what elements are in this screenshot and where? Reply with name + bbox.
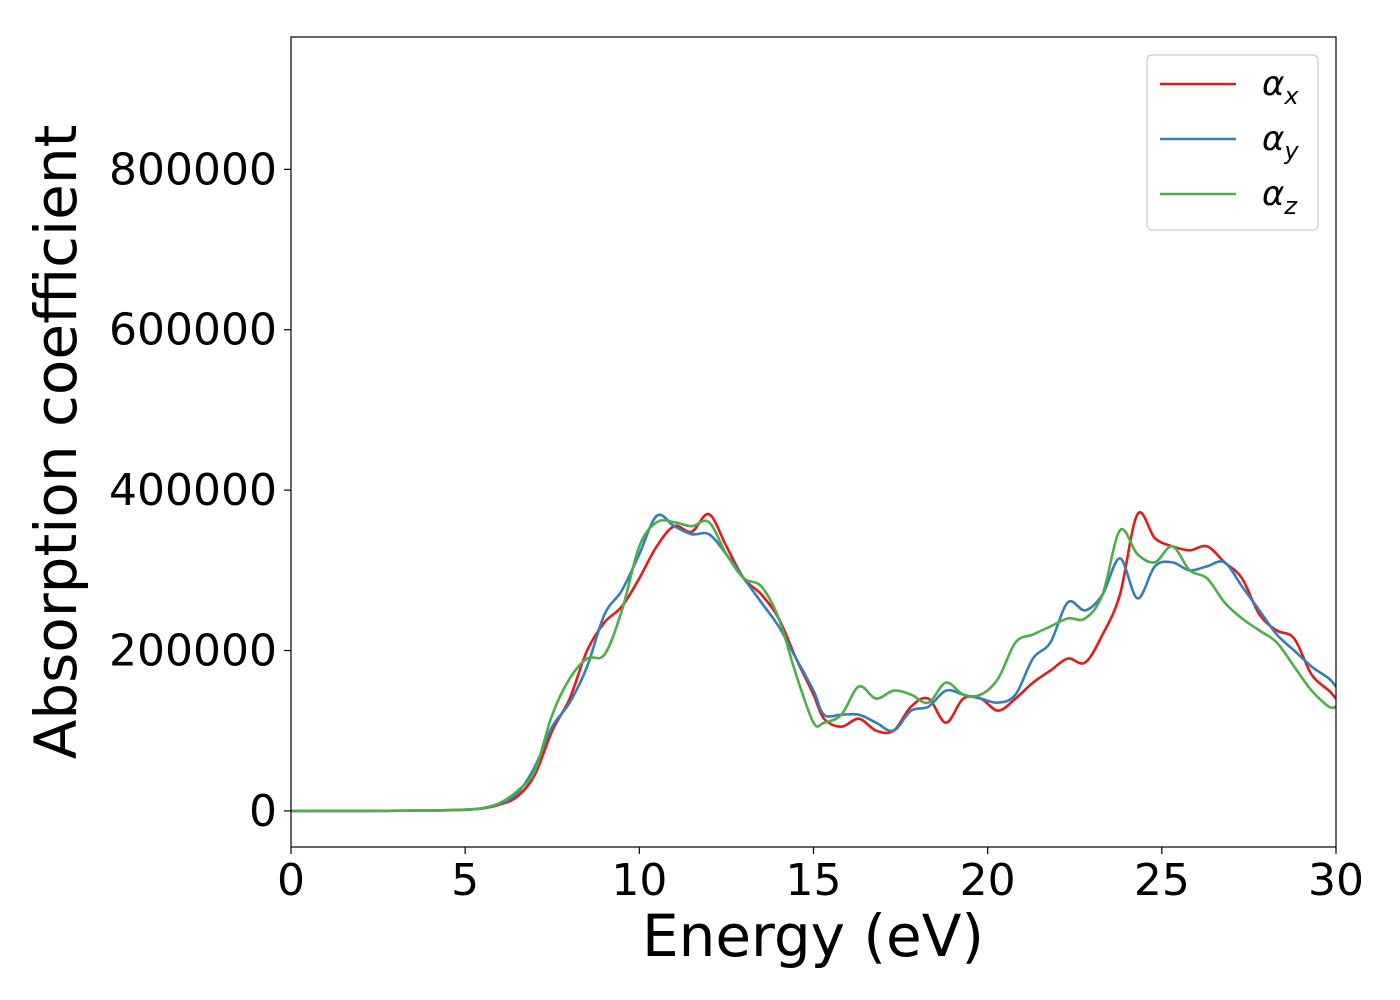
y-tick-label: 0 (249, 786, 277, 837)
legend-label-y: αy (1262, 119, 1299, 165)
y-tick-label: 600000 (109, 305, 277, 356)
series-line-x (291, 511, 1336, 813)
y-axis-ticks: 0 200000 400000 600000 800000 (109, 144, 291, 837)
legend-box (1146, 54, 1319, 231)
x-axis-label: Energy (eV) (642, 902, 984, 970)
plot-lines (291, 511, 1336, 813)
x-tick-label: 15 (786, 855, 842, 906)
legend: αx αy αz (1146, 54, 1319, 231)
x-tick-label: 5 (451, 855, 479, 906)
y-axis-label: Absorption coefficient (22, 125, 90, 760)
y-tick-label: 800000 (109, 144, 277, 195)
legend-label-x: αx (1262, 64, 1299, 110)
legend-label-z: αz (1262, 174, 1298, 220)
y-tick-label: 400000 (109, 465, 277, 516)
x-tick-label: 10 (611, 855, 667, 906)
x-axis-ticks: 0 5 10 15 20 25 30 (277, 847, 1364, 906)
series-line-y (291, 513, 1336, 813)
x-tick-label: 0 (277, 855, 305, 906)
x-tick-label: 20 (960, 855, 1016, 906)
x-tick-label: 30 (1308, 855, 1364, 906)
series-line-z (291, 518, 1336, 813)
y-tick-label: 200000 (109, 626, 277, 677)
x-tick-label: 25 (1134, 855, 1190, 906)
